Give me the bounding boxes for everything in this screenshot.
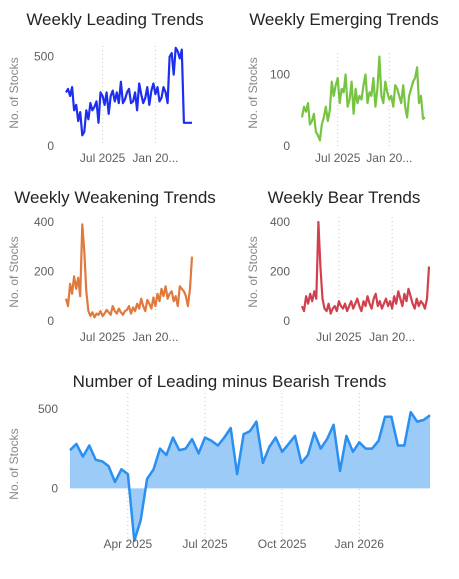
series-line [65,46,192,137]
chart-plot: 0 500 Jul 2025 Jan 20... No. of Stocks [7,46,192,165]
y-tick-label: 0 [283,139,290,153]
series-line [300,55,426,142]
chart-weekly-weakening: Weekly Weakening Trends 0 200 400 Jul 2025 J… [0,180,230,360]
x-tick-label: Oct 2025 [258,537,307,551]
y-axis-label: No. of Stocks [7,57,21,128]
x-tick-label: Jan 20... [369,330,415,344]
chart-title: Weekly Leading Trends [26,10,204,29]
chart-leading-minus-bearish: Number of Leading minus Bearish Trends 0… [0,360,459,579]
y-tick-label: 200 [270,264,290,278]
chart-title: Weekly Weakening Trends [14,188,216,207]
y-tick-label: 0 [47,314,54,328]
y-tick-label: 0 [47,139,54,153]
series-line [64,223,194,319]
y-axis-label: No. of Stocks [246,236,260,307]
x-tick-label: Jul 2025 [182,537,228,551]
x-tick-label: Jul 2025 [315,151,361,165]
y-tick-label: 200 [34,264,54,278]
y-axis-label: No. of Stocks [7,236,21,307]
y-tick-label: 400 [34,215,54,229]
x-tick-label: Jul 2025 [316,330,362,344]
series-area [70,412,430,541]
y-axis-label: No. of Stocks [246,57,260,128]
series-line [300,220,431,315]
chart-title: Number of Leading minus Bearish Trends [72,372,387,391]
y-tick-label: 400 [270,215,290,229]
y-tick-label: 500 [34,50,54,64]
chart-weekly-leading: Weekly Leading Trends 0 500 Jul 2025 Jan 20… [0,0,230,180]
y-tick-label: 0 [283,314,290,328]
y-tick-label: 500 [38,402,58,416]
x-tick-label: Jul 2025 [80,330,126,344]
y-tick-label: 0 [51,481,58,495]
chart-plot: 0 200 400 Jul 2025 Jan 20... No. of Stocks [246,215,431,344]
series-line [69,410,431,543]
chart-weekly-emerging: Weekly Emerging Trends 0 100 Jul 2025 Jan 2… [229,0,459,180]
x-tick-label: Jan 2026 [335,537,385,551]
chart-plot: 0 200 400 Jul 2025 Jan 20... No. of Stocks [7,215,194,344]
chart-title: Weekly Emerging Trends [249,10,439,29]
x-tick-label: Jan 20... [366,151,412,165]
x-tick-label: Jan 20... [132,151,178,165]
chart-plot: 0 100 Jul 2025 Jan 20... No. of Stocks [246,53,426,165]
x-tick-label: Apr 2025 [104,537,153,551]
y-tick-label: 100 [270,67,290,81]
x-tick-label: Jan 20... [132,330,178,344]
x-tick-label: Jul 2025 [80,151,126,165]
chart-plot: 0 500 Apr 2025 Jul 2025 Oct 2025 Jan 2026 No. … [7,393,431,551]
chart-weekly-bear: Weekly Bear Trends 0 200 400 Jul 2025 Jan 20… [229,180,459,360]
chart-title: Weekly Bear Trends [267,188,421,207]
y-axis-label: No. of Stocks [7,428,21,499]
